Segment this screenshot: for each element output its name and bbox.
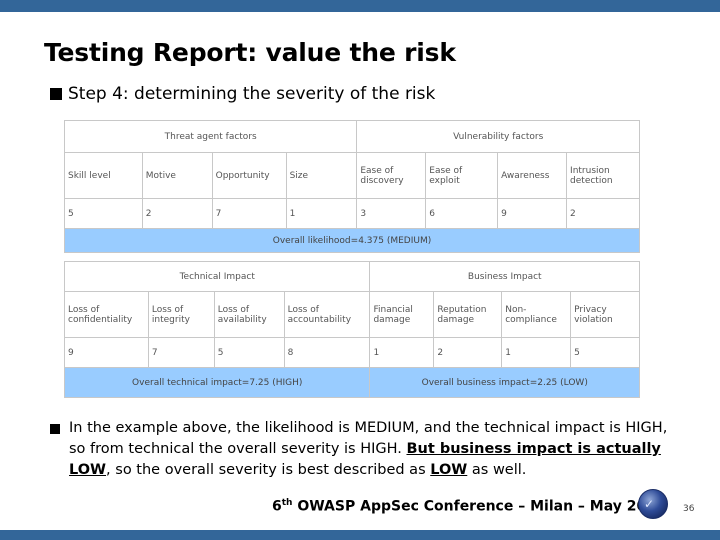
value-cell: 1 (369, 337, 435, 368)
column-header: Motive (141, 152, 213, 199)
value-cell: 8 (283, 337, 371, 368)
value-cell: 2 (141, 198, 213, 229)
value-cell: 5 (570, 337, 640, 368)
group-header: Threat agent factors (63, 120, 358, 153)
column-header: Loss of accountability (283, 291, 371, 338)
group-header: Vulnerability factors (356, 120, 640, 153)
overall-likelihood-summary: Overall likelihood=4.375 (MEDIUM) (64, 228, 640, 253)
column-header: Opportunity (211, 152, 287, 199)
impact-factors-table: Technical Impact Business Impact Loss of… (63, 261, 640, 398)
emphasis-business-impact: But business impact is actually LOW (69, 441, 661, 478)
footer-text: OWASP AppSec Conference – Milan – May 20… (292, 498, 666, 515)
value-cell: 7 (211, 198, 287, 229)
value-cell: 2 (433, 337, 503, 368)
square-bullet-icon (50, 424, 60, 434)
column-header: Loss of confidentiality (64, 291, 149, 338)
column-header: Loss of availability (213, 291, 285, 338)
value-cell: 9 (497, 198, 568, 229)
emphasis-low: LOW (430, 462, 468, 478)
overall-technical-impact-summary: Overall technical impact=7.25 (HIGH) (63, 367, 371, 398)
likelihood-factors-table: Threat agent factors Vulnerability facto… (63, 120, 640, 253)
logo-check-mark-icon: ✓ (644, 497, 655, 511)
column-header: Non-compliance (501, 291, 572, 338)
step-text: Step 4: determining the severity of the … (68, 84, 436, 104)
group-header: Business Impact (369, 261, 640, 292)
column-header: Reputation damage (433, 291, 503, 338)
value-cell: 6 (425, 198, 499, 229)
column-header: Awareness (497, 152, 568, 199)
column-header: Ease of discovery (356, 152, 427, 199)
owasp-globe-logo-icon (638, 489, 668, 519)
column-header: Ease of exploit (425, 152, 499, 199)
conclusion-bullet: In the example above, the likelihood is … (50, 418, 680, 481)
group-header: Technical Impact (63, 261, 371, 292)
footer-ordinal: 6 (272, 498, 282, 515)
conclusion-part: In the example above, the likelihood is … (69, 420, 668, 457)
value-cell: 1 (285, 198, 358, 229)
column-header: Skill level (64, 152, 143, 199)
value-cell: 5 (213, 337, 285, 368)
column-header: Privacy violation (570, 291, 640, 338)
value-cell: 2 (566, 198, 640, 229)
step-heading: Step 4: determining the severity of the … (50, 84, 435, 104)
conference-footer: 6th OWASP AppSec Conference – Milan – Ma… (272, 498, 666, 515)
top-accent-bar (0, 0, 720, 12)
square-bullet-icon (50, 88, 62, 100)
column-header: Loss of integrity (147, 291, 215, 338)
slide-title: Testing Report: value the risk (44, 38, 456, 67)
page-number: 36 (683, 504, 695, 514)
overall-business-impact-summary: Overall business impact=2.25 (LOW) (369, 367, 640, 398)
conclusion-part: , so the overall severity is best descri… (106, 462, 431, 478)
value-cell: 5 (64, 198, 143, 229)
column-header: Financial damage (369, 291, 435, 338)
footer-ordinal-suffix: th (281, 498, 293, 508)
bottom-accent-bar (0, 530, 720, 540)
value-cell: 9 (64, 337, 149, 368)
value-cell: 1 (501, 337, 572, 368)
column-header: Size (285, 152, 358, 199)
conclusion-text: In the example above, the likelihood is … (69, 418, 680, 481)
value-cell: 3 (356, 198, 427, 229)
value-cell: 7 (147, 337, 215, 368)
conclusion-part: as well. (467, 462, 527, 478)
column-header: Intrusion detection (566, 152, 640, 199)
